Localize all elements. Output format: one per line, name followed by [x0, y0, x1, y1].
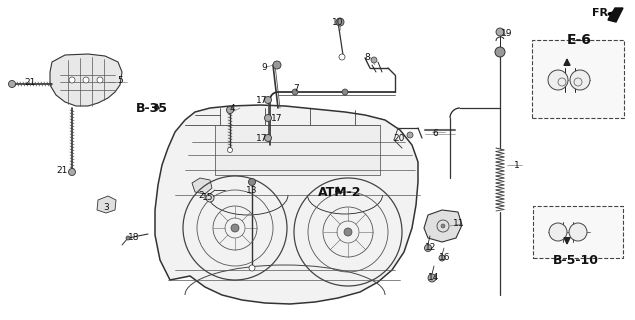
Text: 14: 14: [429, 274, 439, 283]
Circle shape: [569, 223, 587, 241]
Circle shape: [265, 134, 272, 141]
Circle shape: [549, 223, 567, 241]
Circle shape: [126, 236, 130, 240]
Text: 2: 2: [198, 190, 204, 199]
Polygon shape: [192, 178, 212, 194]
Text: 9: 9: [261, 62, 267, 71]
Circle shape: [548, 70, 568, 90]
Text: B-5-10: B-5-10: [553, 253, 599, 267]
Polygon shape: [215, 125, 380, 175]
Text: B-35: B-35: [136, 101, 168, 115]
Circle shape: [342, 89, 348, 95]
Circle shape: [495, 47, 505, 57]
Polygon shape: [155, 105, 418, 304]
Text: 5: 5: [117, 76, 123, 84]
Text: 21: 21: [24, 77, 36, 86]
Circle shape: [97, 77, 103, 83]
Text: 16: 16: [439, 253, 451, 262]
Polygon shape: [424, 210, 462, 242]
Text: 7: 7: [293, 84, 299, 92]
Circle shape: [265, 97, 272, 103]
Circle shape: [425, 244, 432, 252]
Text: FR.: FR.: [592, 8, 612, 18]
Circle shape: [344, 228, 352, 236]
Text: E-6: E-6: [566, 33, 591, 47]
Polygon shape: [50, 54, 122, 106]
Text: 17: 17: [271, 114, 283, 123]
Text: 20: 20: [393, 133, 404, 142]
Text: 3: 3: [103, 203, 109, 212]
Circle shape: [339, 54, 345, 60]
Circle shape: [206, 194, 214, 202]
Circle shape: [231, 224, 239, 232]
Text: 10: 10: [332, 18, 344, 27]
Text: 12: 12: [425, 243, 437, 252]
Circle shape: [336, 18, 344, 26]
Text: 19: 19: [501, 28, 512, 37]
Circle shape: [570, 70, 590, 90]
Circle shape: [227, 148, 232, 153]
Circle shape: [496, 28, 504, 36]
Circle shape: [265, 115, 272, 122]
Text: 6: 6: [432, 129, 438, 138]
Polygon shape: [97, 196, 116, 213]
Text: 13: 13: [246, 186, 258, 195]
Circle shape: [371, 57, 377, 63]
Text: 11: 11: [453, 220, 465, 228]
Circle shape: [8, 81, 15, 87]
Circle shape: [441, 224, 445, 228]
Circle shape: [248, 179, 255, 186]
Circle shape: [83, 77, 89, 83]
Circle shape: [292, 89, 298, 95]
Text: 17: 17: [257, 95, 268, 105]
Circle shape: [69, 77, 75, 83]
Text: 8: 8: [364, 52, 370, 61]
Circle shape: [273, 61, 281, 69]
Text: 17: 17: [257, 133, 268, 142]
Polygon shape: [608, 8, 623, 22]
Text: 18: 18: [128, 234, 140, 243]
Circle shape: [439, 255, 445, 261]
Circle shape: [249, 265, 255, 271]
Circle shape: [428, 274, 436, 282]
Circle shape: [227, 107, 234, 114]
Text: 21: 21: [57, 165, 68, 174]
Text: 15: 15: [203, 194, 214, 203]
Text: 1: 1: [514, 161, 520, 170]
Circle shape: [407, 132, 413, 138]
FancyBboxPatch shape: [532, 40, 624, 118]
Circle shape: [69, 169, 76, 175]
Text: 4: 4: [229, 103, 235, 113]
FancyBboxPatch shape: [533, 206, 623, 258]
Text: ATM-2: ATM-2: [318, 186, 362, 198]
